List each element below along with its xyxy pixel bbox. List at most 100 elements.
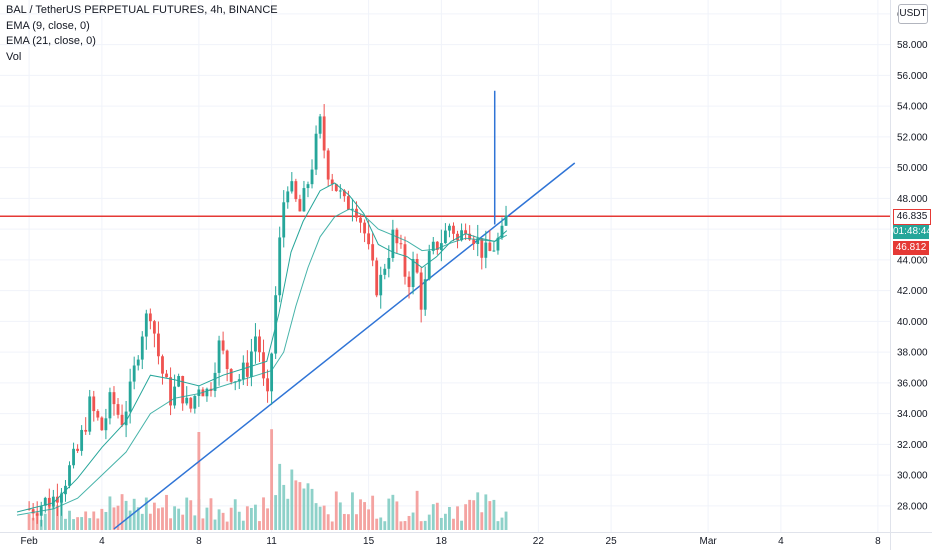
candle <box>298 194 302 212</box>
candle <box>201 387 205 397</box>
candle <box>72 442 75 469</box>
candle <box>310 159 314 189</box>
volume-bar <box>229 507 233 530</box>
candle <box>217 335 221 386</box>
volume-bar <box>318 506 322 530</box>
candle <box>258 329 261 362</box>
volume-bar <box>355 514 358 530</box>
candles <box>27 104 508 527</box>
volume-bar <box>504 511 508 530</box>
candle-body <box>411 258 415 288</box>
candle <box>431 236 435 255</box>
candle <box>169 367 172 416</box>
ema-price-tag: 46.812 <box>893 241 929 256</box>
candle-body <box>205 388 209 397</box>
candle <box>435 241 439 255</box>
volume-bar <box>306 483 310 530</box>
candle <box>476 224 480 257</box>
candle-body <box>314 133 318 170</box>
countdown-tag: 01:48:44 <box>893 225 932 240</box>
x-tick-label: 15 <box>363 536 375 547</box>
candle-body <box>419 272 423 310</box>
y-tick-label: 28.000 <box>897 501 928 512</box>
candle-body <box>51 496 55 507</box>
candle-body <box>274 295 278 354</box>
candle-body <box>480 238 484 258</box>
candle-body <box>249 351 253 377</box>
candle <box>439 229 443 262</box>
volume-bar <box>104 511 108 530</box>
y-tick-label: 56.000 <box>897 71 928 82</box>
candle-body <box>92 396 96 412</box>
volume-bar <box>120 494 124 530</box>
candle <box>249 338 253 387</box>
candle <box>165 369 168 378</box>
volume-bar <box>241 520 245 530</box>
candle-body <box>35 513 39 516</box>
volume-bar <box>476 492 480 530</box>
volume-bar <box>326 514 330 530</box>
volume-bar <box>480 512 484 530</box>
candle-body <box>258 336 261 353</box>
candle-body <box>294 181 298 200</box>
candle <box>371 233 375 267</box>
currency-button[interactable]: USDT <box>898 4 928 24</box>
candle <box>492 242 496 252</box>
candle <box>213 362 217 398</box>
volume-bar <box>290 469 294 530</box>
candle-body <box>152 321 156 334</box>
volume-bar <box>310 488 314 530</box>
volume-bar <box>136 507 140 530</box>
volume-bar <box>500 517 504 530</box>
volume-bar <box>419 521 423 530</box>
y-tick-label: 40.000 <box>897 317 928 328</box>
candle-body <box>435 241 439 250</box>
candle-body <box>298 199 302 212</box>
candle-body <box>181 376 185 404</box>
candle <box>456 230 459 249</box>
candle-body <box>330 179 334 184</box>
candle <box>181 375 185 411</box>
candle-body <box>201 389 205 397</box>
candle-body <box>241 362 245 380</box>
volume-bar <box>496 521 500 530</box>
candle <box>254 323 257 364</box>
volume-bar <box>217 509 221 530</box>
volume-bar <box>225 521 229 530</box>
candle <box>452 222 455 242</box>
candle-body <box>120 414 124 426</box>
candle <box>245 350 249 386</box>
candle-body <box>108 392 112 419</box>
volume-bar <box>144 497 148 530</box>
volume-bar <box>100 508 104 530</box>
volume-bar <box>286 498 290 530</box>
volume-bar <box>108 496 112 530</box>
volume-bar <box>411 512 415 530</box>
candle <box>68 461 71 489</box>
candle-body <box>213 372 217 391</box>
volume-bar <box>177 508 181 530</box>
candle <box>76 444 80 454</box>
volume-bar <box>51 505 55 530</box>
candle-body <box>112 392 116 405</box>
y-tick-label: 42.000 <box>897 286 928 297</box>
candle <box>326 148 330 187</box>
candle-body <box>148 313 152 322</box>
volume-bar <box>68 510 71 530</box>
legend-ema9: EMA (9, close, 0) <box>6 19 90 32</box>
candle-body <box>262 352 265 379</box>
candle-body <box>468 233 472 240</box>
candle-body <box>342 190 346 197</box>
y-tick-label: 48.000 <box>897 194 928 205</box>
volume-bar <box>294 480 298 530</box>
volume-bar <box>148 513 152 530</box>
y-tick-label: 50.000 <box>897 163 928 174</box>
candle-body <box>124 411 128 426</box>
volume-bar <box>456 506 459 530</box>
volume-bar <box>452 518 455 530</box>
candle <box>266 369 269 403</box>
candle-body <box>278 237 282 296</box>
volume-bar <box>161 507 164 530</box>
